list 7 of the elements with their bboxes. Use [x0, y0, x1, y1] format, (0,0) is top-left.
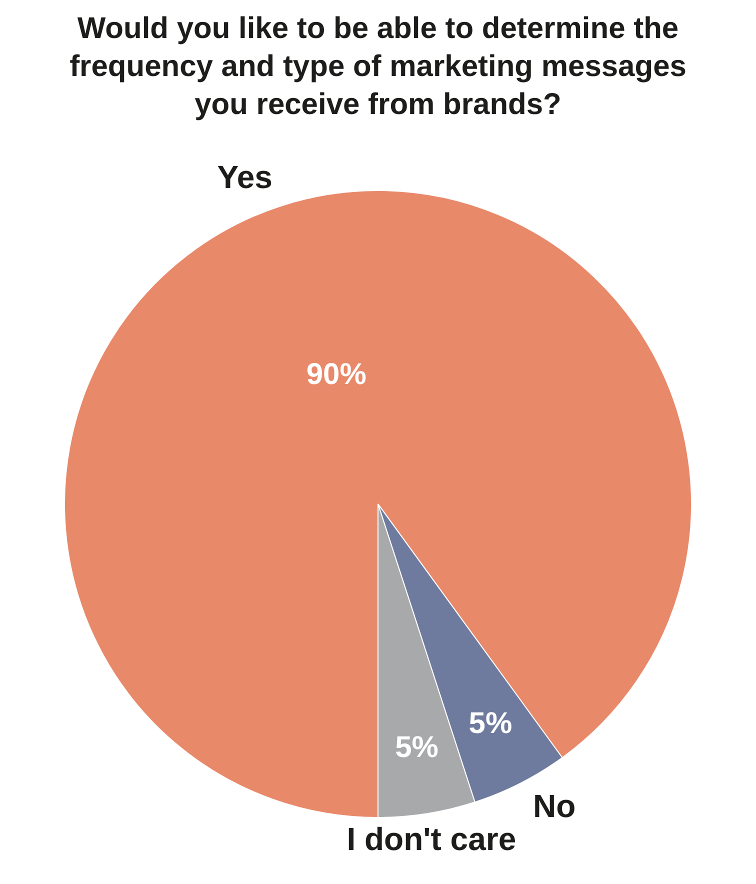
slice-label: Yes	[217, 159, 272, 196]
chart-title: Would you like to be able to determine the frequency and type of marketing messages you receive from brands?	[68, 11, 688, 123]
data-label: 5%	[395, 730, 438, 764]
data-label: 90%	[306, 358, 366, 392]
slice-label: No	[533, 788, 576, 824]
data-label: 5%	[468, 706, 512, 740]
slice-label: I don't care	[346, 821, 516, 858]
